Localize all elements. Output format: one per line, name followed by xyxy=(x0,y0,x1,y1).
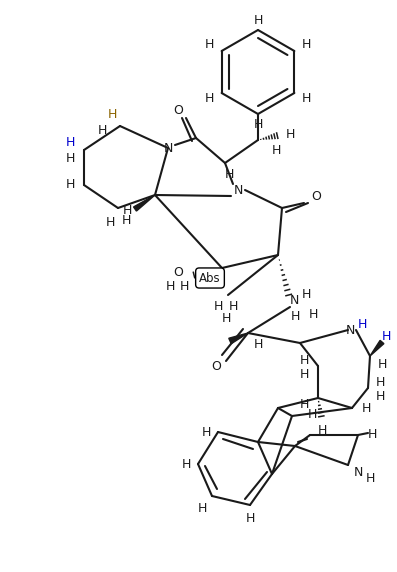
Text: H: H xyxy=(201,426,211,439)
Text: N: N xyxy=(289,293,299,307)
Text: H: H xyxy=(181,458,191,471)
Text: H: H xyxy=(253,14,263,26)
Text: N: N xyxy=(233,184,243,197)
Text: H: H xyxy=(253,339,263,352)
Text: H: H xyxy=(107,108,117,121)
Text: H: H xyxy=(271,144,281,157)
Text: N: N xyxy=(353,467,363,479)
Text: H: H xyxy=(285,129,295,141)
Text: H: H xyxy=(381,329,391,343)
Polygon shape xyxy=(370,340,384,356)
Text: H: H xyxy=(301,288,311,301)
Text: H: H xyxy=(121,213,131,227)
Text: H: H xyxy=(66,178,75,192)
Text: H: H xyxy=(377,358,387,371)
Text: H: H xyxy=(302,38,311,51)
Text: N: N xyxy=(163,141,173,154)
Text: H: H xyxy=(245,513,255,526)
Text: H: H xyxy=(165,280,175,292)
Text: H: H xyxy=(317,423,327,436)
Text: H: H xyxy=(299,398,309,411)
Text: O: O xyxy=(311,189,321,202)
Text: H: H xyxy=(66,152,75,165)
Text: H: H xyxy=(302,93,311,105)
Text: H: H xyxy=(105,216,115,228)
Polygon shape xyxy=(133,195,155,211)
Text: H: H xyxy=(97,124,107,137)
Text: H: H xyxy=(224,169,234,181)
Text: H: H xyxy=(66,136,75,149)
Text: H: H xyxy=(290,311,300,324)
Text: H: H xyxy=(179,280,189,292)
Text: Abs: Abs xyxy=(199,272,221,284)
Text: H: H xyxy=(308,308,318,321)
Text: N: N xyxy=(345,324,355,336)
Text: H: H xyxy=(253,117,263,130)
Text: H: H xyxy=(122,205,132,217)
Polygon shape xyxy=(229,333,248,344)
Text: O: O xyxy=(173,104,183,117)
Text: H: H xyxy=(197,502,207,514)
Text: O: O xyxy=(173,267,183,280)
Text: O: O xyxy=(211,360,221,374)
Text: H: H xyxy=(299,367,309,380)
Text: H: H xyxy=(367,428,377,442)
Text: H: H xyxy=(299,353,309,367)
Text: H: H xyxy=(205,38,214,51)
Text: H: H xyxy=(357,319,367,332)
Text: H: H xyxy=(361,402,371,415)
Text: H: H xyxy=(221,312,231,325)
Text: H: H xyxy=(307,407,317,420)
Text: H: H xyxy=(213,300,223,313)
Text: H: H xyxy=(365,472,375,486)
Text: H: H xyxy=(205,93,214,105)
Text: H: H xyxy=(228,300,238,313)
Text: H: H xyxy=(375,376,385,390)
Text: H: H xyxy=(375,390,385,403)
